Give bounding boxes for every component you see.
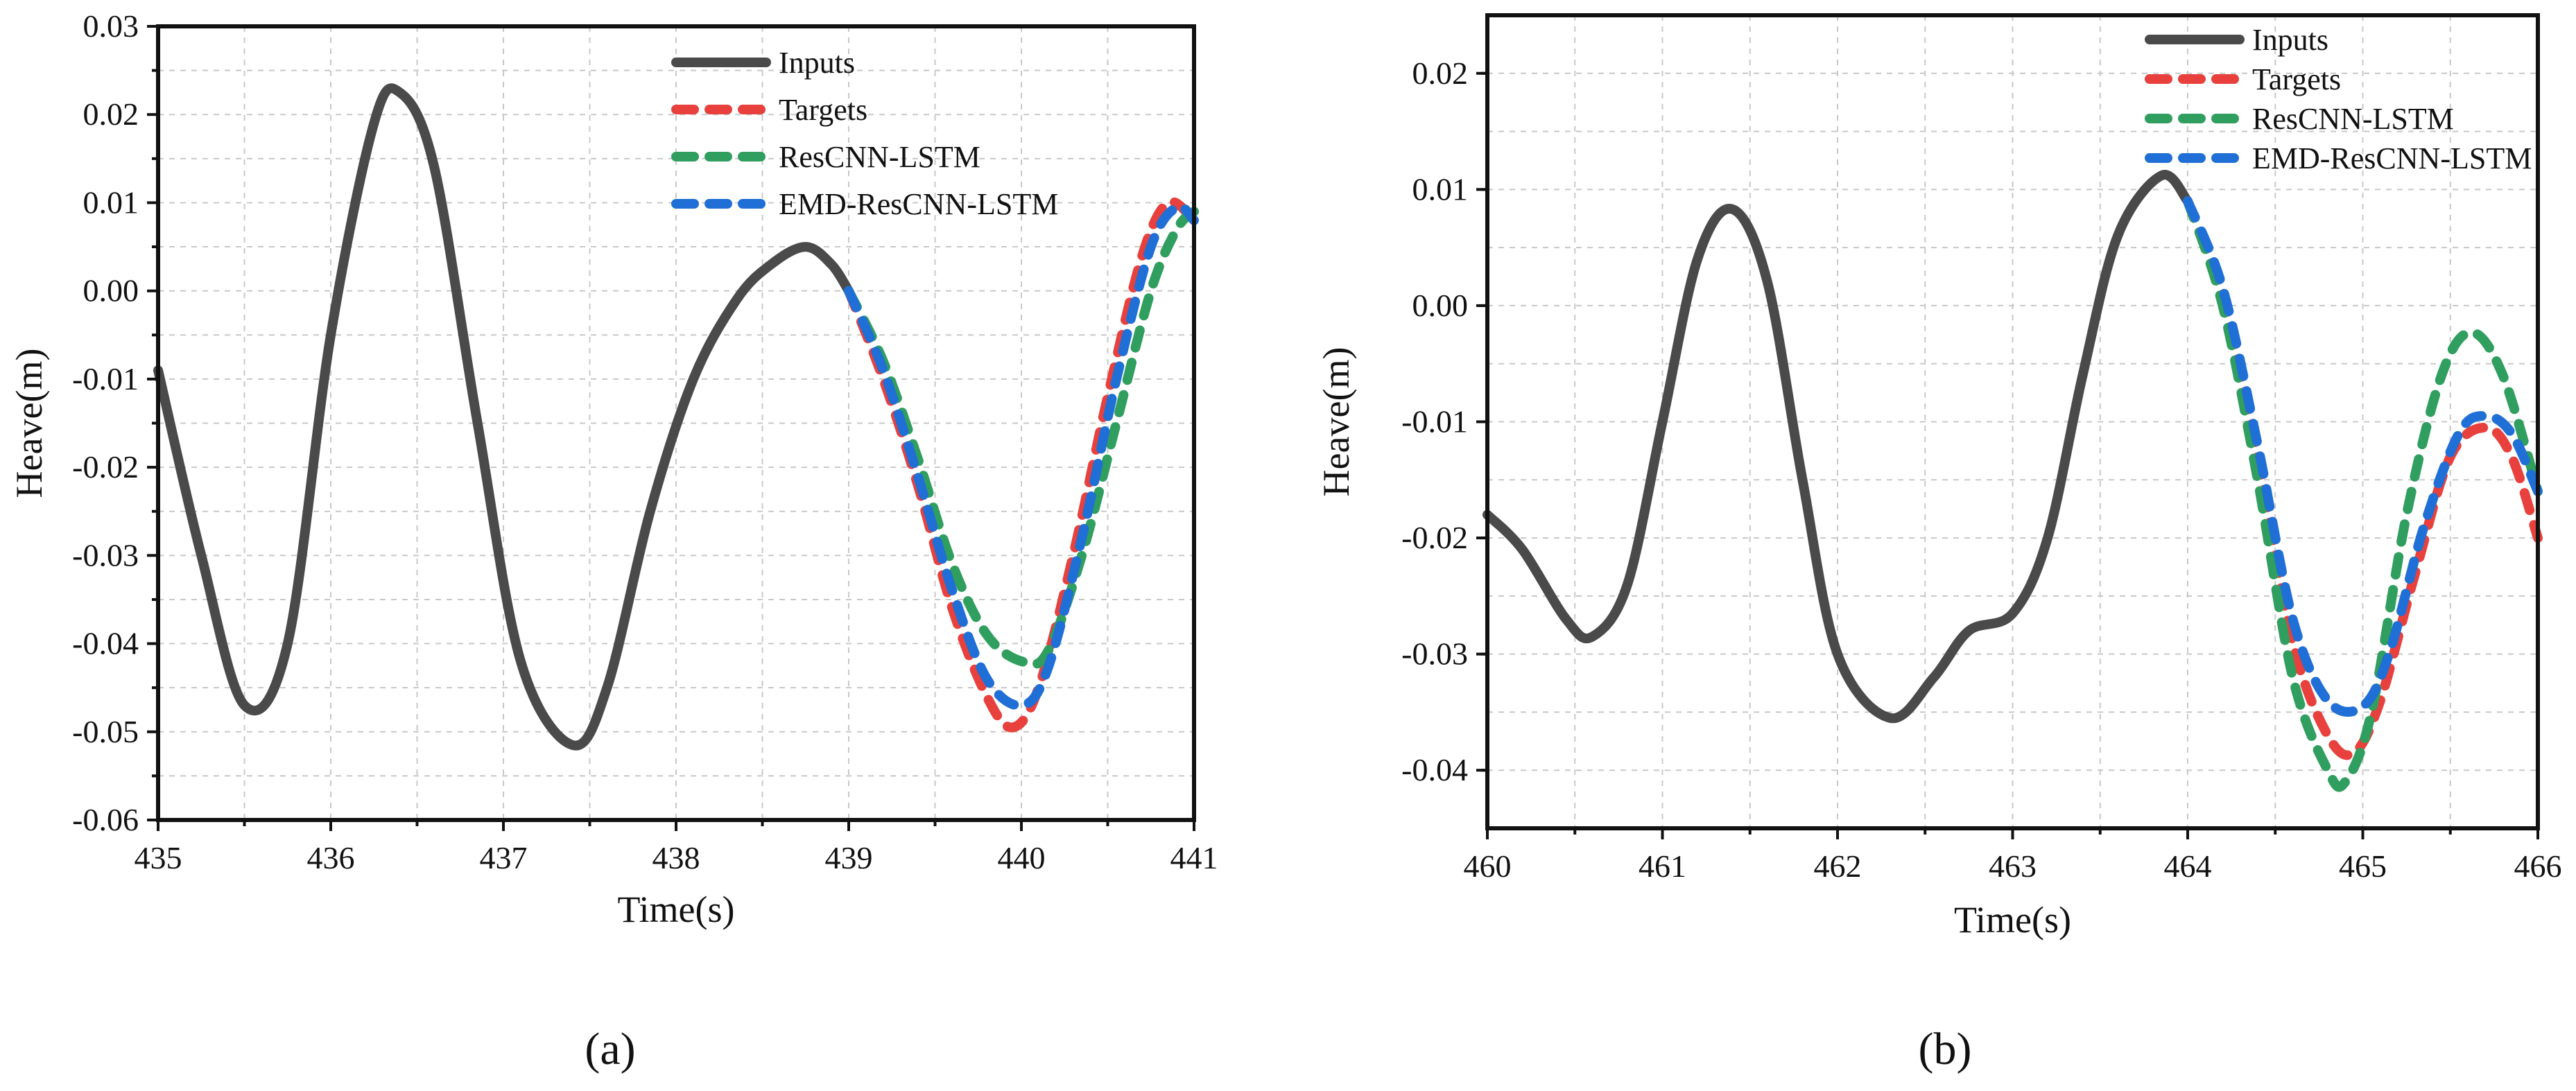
x-tick-label: 435 <box>135 840 182 875</box>
x-tick-label: 440 <box>998 840 1046 875</box>
legend-label: ResCNN-LSTM <box>779 140 980 174</box>
y-axis-label-a: Heave(m) <box>8 349 50 498</box>
chart-panel-b: 460 461 462 463 464 465 466 -0.04-0.03-0.02-0.… <box>1315 13 2562 1074</box>
series-line-rescnn-lstm <box>2183 196 2543 792</box>
grid-b <box>1487 15 2538 828</box>
x-tick-label: 437 <box>480 840 528 875</box>
series-line-inputs <box>153 83 854 751</box>
y-tick-label: -0.06 <box>72 802 139 837</box>
series-line-emd-rescnn-lstm <box>844 201 1199 710</box>
x-axis-label-a: Time(s) <box>617 889 734 930</box>
x-tick-label: 464 <box>2164 848 2212 884</box>
y-tick-label: 0.00 <box>83 273 139 308</box>
y-tick-label: -0.05 <box>72 714 139 749</box>
y-tick-label: 0.02 <box>1412 55 1469 91</box>
x-axis-label-b: Time(s) <box>1954 899 2071 941</box>
y-axis-label-b: Heave(m) <box>1315 347 1357 497</box>
x-tick-label: 461 <box>1639 848 1686 884</box>
y-tick-label: -0.01 <box>1401 404 1468 439</box>
legend-label: EMD-ResCNN-LSTM <box>779 187 1058 221</box>
y-tick-label: -0.02 <box>1401 520 1468 555</box>
y-tick-label: -0.01 <box>72 361 139 396</box>
legend-label: ResCNN-LSTM <box>2252 102 2454 136</box>
y-tick-label: 0.01 <box>1412 171 1469 207</box>
x-tick-label: 466 <box>2514 848 2562 884</box>
chart-panel-a: 435 436 437 438 439 440 441 -0.06-0.05-0.04-0.… <box>8 8 1218 1074</box>
series-a <box>153 83 1199 751</box>
y-tick-labels-a: -0.06 -0.05 -0.04 -0.03 -0.02 -0.01 0.00 0.01 0.… <box>72 8 139 837</box>
x-tick-label: 436 <box>307 840 355 875</box>
x-tick-label: 441 <box>1170 840 1218 875</box>
x-tick-label: 460 <box>1464 848 1512 884</box>
y-tick-label: 0.03 <box>83 8 139 44</box>
legend-label: Inputs <box>779 46 855 80</box>
legend-label: Targets <box>2252 62 2341 96</box>
series-line-emd-rescnn-lstm <box>2183 196 2543 717</box>
y-tick-label: -0.04 <box>72 626 139 661</box>
x-tick-label: 465 <box>2339 848 2387 884</box>
ticks-a <box>147 25 1195 831</box>
panel-caption-b: (b) <box>1919 1024 1972 1074</box>
ticks-b <box>1476 71 2539 839</box>
y-tick-labels-b: -0.04 -0.03 -0.02 -0.01 0.00 0.01 0.02 <box>1401 55 1468 787</box>
y-tick-label: 0.02 <box>83 96 139 132</box>
legend-label: Inputs <box>2252 23 2328 57</box>
legend-label: Targets <box>779 93 867 127</box>
series-line-rescnn-lstm <box>844 207 1199 670</box>
legend-label: EMD-ResCNN-LSTM <box>2252 141 2532 175</box>
panel-caption-a: (a) <box>585 1024 635 1074</box>
y-tick-label: 0.01 <box>83 184 139 220</box>
x-tick-labels-a: 435 436 437 438 439 440 441 <box>135 840 1218 875</box>
x-tick-label: 438 <box>652 840 700 875</box>
series-line-inputs <box>1483 170 2193 724</box>
x-tick-label: 463 <box>1989 848 2037 884</box>
y-tick-label: -0.03 <box>1401 636 1468 672</box>
x-tick-labels-b: 460 461 462 463 464 465 466 <box>1464 848 2562 884</box>
y-tick-label: -0.04 <box>1401 752 1468 787</box>
legend-b: Inputs Targets ResCNN-LSTM EMD-ResCNN-LSTM <box>2145 23 2532 175</box>
x-tick-label: 439 <box>825 840 873 875</box>
series-b <box>1483 170 2543 792</box>
y-tick-label: -0.02 <box>72 449 139 485</box>
y-tick-label: 0.00 <box>1412 288 1469 323</box>
x-tick-label: 462 <box>1814 848 1862 884</box>
legend-a: Inputs Targets ResCNN-LSTM EMD-ResCNN-LSTM <box>671 46 1058 221</box>
y-tick-label: -0.03 <box>72 537 139 573</box>
